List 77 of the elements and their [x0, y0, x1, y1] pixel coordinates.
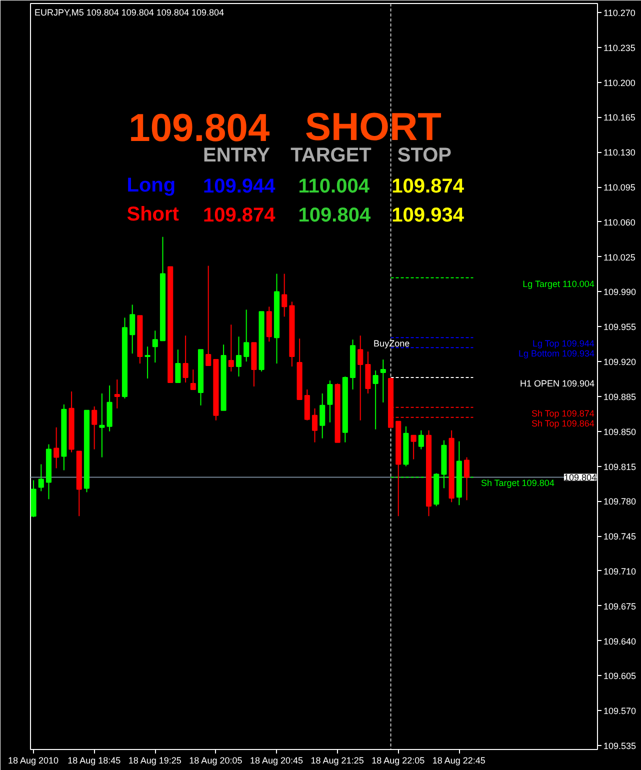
candlestick	[304, 388, 310, 421]
x-tick-label: 18 Aug 22:45	[432, 756, 486, 766]
candlestick	[365, 351, 371, 394]
candlestick	[410, 434, 416, 460]
candlestick	[114, 378, 120, 409]
x-tick-label: 18 Aug 20:05	[189, 756, 242, 766]
candlestick	[464, 456, 470, 501]
candlestick	[130, 304, 136, 354]
ref-line-label: Lg Bottom 109.934	[518, 348, 595, 359]
y-tick-label: 110.200	[604, 78, 636, 88]
x-tick-label: 18 Aug 2010	[8, 756, 59, 766]
candlestick	[312, 408, 318, 443]
ref-line-label: Sh Top 109.874	[531, 408, 594, 418]
candlestick	[282, 273, 288, 318]
y-tick-label: 109.990	[604, 287, 636, 298]
ref-line-label: 109.804	[564, 472, 597, 483]
y-tick-label: 109.745	[604, 532, 636, 542]
y-tick-label: 110.060	[604, 217, 636, 228]
ref-line-label: H1 OPEN 109.904	[520, 378, 594, 388]
candlestick	[106, 384, 112, 432]
y-tick-label: 109.710	[604, 566, 636, 576]
candlestick	[206, 265, 212, 366]
annotation: 110.004	[298, 176, 370, 198]
candlestick	[327, 380, 333, 423]
annotation: 109.934	[392, 204, 465, 226]
candlestick	[54, 426, 60, 469]
candlestick	[38, 464, 44, 492]
candlestick	[244, 309, 250, 362]
annotation: 109.944	[202, 176, 276, 198]
candlestick	[380, 359, 386, 403]
candlestick	[358, 335, 364, 421]
candlestick	[236, 336, 242, 377]
y-tick-label: 110.235	[604, 42, 636, 53]
y-tick-label: 109.605	[604, 671, 636, 682]
x-tick-label: 18 Aug 20:45	[250, 756, 304, 766]
ref-line-label: Sh Target 109.804	[480, 478, 554, 488]
candlestick	[175, 349, 181, 383]
annotation: ENTRY	[202, 144, 271, 166]
y-tick-label: 110.165	[604, 112, 636, 123]
y-tick-label: 109.920	[604, 357, 636, 368]
annotation: 109.874	[202, 204, 276, 226]
y-tick-label: 109.815	[604, 462, 636, 472]
candlestick	[320, 392, 326, 439]
ref-line-label: Sh Top 109.864	[531, 418, 594, 428]
candlestick	[372, 370, 378, 430]
y-tick-label: 109.955	[604, 322, 636, 332]
y-tick-label: 109.640	[604, 636, 636, 646]
y-tick-label: 109.570	[604, 706, 636, 716]
ref-line-label: Lg Top 109.944	[532, 338, 594, 349]
candlestick	[190, 369, 196, 390]
annotation: BuyZone	[374, 338, 410, 348]
y-tick-label: 109.675	[604, 601, 636, 612]
x-tick-label: 18 Aug 18:45	[68, 756, 121, 766]
candlestick	[418, 430, 424, 450]
x-tick-label: 18 Aug 22:05	[372, 756, 425, 766]
y-tick-label: 110.095	[604, 182, 636, 193]
y-tick-label: 110.025	[604, 252, 636, 262]
candlestick	[92, 406, 98, 450]
annotation: Long	[126, 174, 176, 196]
y-tick-label: 109.850	[604, 426, 636, 437]
candlestick	[152, 330, 158, 364]
y-tick-label: 109.535	[604, 741, 636, 752]
ref-line-label: Lg Target 110.004	[522, 278, 594, 289]
x-tick-label: 18 Aug 19:25	[128, 756, 182, 766]
x-tick-label: 18 Aug 21:25	[310, 756, 364, 766]
y-tick-label: 109.885	[604, 392, 636, 402]
candlestick	[182, 335, 188, 383]
chart-title: EURJPY,M5 109.804 109.804 109.804 109.804	[34, 8, 224, 18]
annotation: 109.874	[392, 176, 465, 198]
candlestick	[144, 346, 150, 379]
y-tick-label: 110.130	[604, 148, 636, 158]
candlestick	[228, 324, 234, 372]
candlestick	[99, 392, 105, 458]
annotation: 109.804	[298, 204, 372, 226]
y-tick-label: 110.270	[604, 8, 636, 18]
y-tick-label: 109.780	[604, 496, 636, 507]
annotation: Short	[126, 204, 180, 226]
